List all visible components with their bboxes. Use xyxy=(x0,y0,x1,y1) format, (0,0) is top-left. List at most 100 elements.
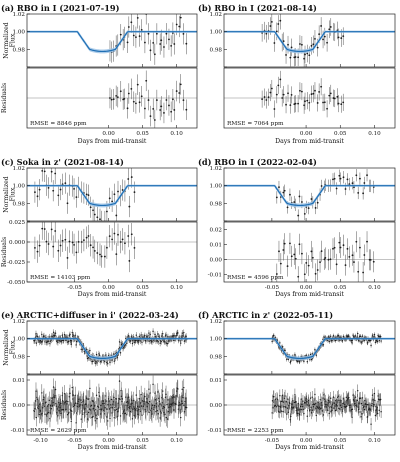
flux-point xyxy=(340,37,343,39)
flux-point xyxy=(289,193,291,196)
residual-point xyxy=(314,272,317,275)
flux-point xyxy=(47,340,50,343)
flux-point xyxy=(366,174,368,177)
flux-point xyxy=(361,341,363,343)
residual-ytick-label: 0.00 xyxy=(13,403,26,409)
flux-point xyxy=(361,335,364,337)
flux-point xyxy=(165,32,168,35)
flux-point xyxy=(75,344,77,346)
residual-ytick-label: 0.01 xyxy=(210,243,222,249)
flux-point xyxy=(334,339,337,342)
residual-point xyxy=(86,418,89,420)
flux-ytick-label: 1.00 xyxy=(13,30,26,36)
flux-point xyxy=(311,353,313,355)
residual-point xyxy=(119,415,122,417)
residual-point xyxy=(109,417,111,420)
residual-point xyxy=(313,403,316,406)
residual-point xyxy=(121,398,124,400)
flux-point xyxy=(310,44,313,47)
residual-point xyxy=(145,79,148,82)
residual-point xyxy=(47,243,50,245)
residual-point xyxy=(113,396,115,399)
flux-point xyxy=(157,341,160,343)
residual-point xyxy=(100,404,102,407)
residual-point xyxy=(312,92,315,95)
flux-point xyxy=(320,25,323,27)
residual-point xyxy=(38,244,41,247)
residual-point xyxy=(270,87,273,90)
flux-point xyxy=(96,362,98,364)
flux-point xyxy=(68,335,71,337)
flux-point xyxy=(119,33,122,36)
residual-point xyxy=(149,115,152,118)
flux-ytick-label: 1.00 xyxy=(210,184,223,190)
residual-plot-area xyxy=(27,375,197,432)
flux-point xyxy=(283,189,286,192)
flux-point xyxy=(113,353,115,355)
flux-point xyxy=(138,35,141,38)
residual-point xyxy=(181,388,183,391)
residual-point xyxy=(110,98,113,101)
residual-point xyxy=(118,397,120,400)
residual-point xyxy=(54,388,57,391)
residual-point xyxy=(133,246,136,249)
residual-point xyxy=(103,255,106,258)
flux-point xyxy=(165,342,168,344)
residual-point xyxy=(292,407,295,409)
flux-point xyxy=(340,336,342,338)
flux-point xyxy=(124,344,127,346)
residual-point xyxy=(310,93,313,96)
residual-point xyxy=(339,246,342,249)
flux-point xyxy=(118,341,121,343)
residual-point xyxy=(60,412,62,415)
flux-point xyxy=(279,19,282,22)
residual-point xyxy=(89,387,91,390)
residual-point xyxy=(329,397,332,399)
residual-point xyxy=(94,420,96,422)
residual-point xyxy=(148,388,150,390)
flux-point xyxy=(133,191,136,194)
residual-point xyxy=(136,83,139,86)
residual-point xyxy=(92,246,94,249)
flux-point xyxy=(154,336,157,338)
residual-point xyxy=(163,112,165,114)
flux-point xyxy=(163,46,165,48)
rmse-label: RMSE = 2253 ppm xyxy=(227,428,284,434)
residual-point xyxy=(282,401,285,403)
residual-point xyxy=(363,408,366,411)
residual-point xyxy=(158,397,160,400)
xtick-label: 0.10 xyxy=(368,131,381,137)
residual-point xyxy=(162,405,165,408)
flux-point xyxy=(92,360,94,363)
flux-point xyxy=(50,170,53,173)
residual-point xyxy=(314,393,316,396)
residual-point xyxy=(322,397,324,399)
flux-point xyxy=(363,182,366,184)
residual-point xyxy=(160,412,162,414)
residual-point xyxy=(341,410,344,412)
residual-point xyxy=(300,398,302,400)
residual-point xyxy=(302,400,304,402)
flux-point xyxy=(75,196,78,199)
residual-point xyxy=(179,404,181,406)
residual-point xyxy=(306,415,309,417)
residual-point xyxy=(292,400,294,402)
flux-point xyxy=(183,340,186,342)
flux-point xyxy=(138,339,140,342)
flux-point xyxy=(128,335,130,337)
residual-point xyxy=(323,101,326,104)
residual-point xyxy=(336,405,338,407)
residual-point xyxy=(353,261,355,263)
residual-point xyxy=(326,107,328,110)
residual-point xyxy=(121,238,124,241)
flux-point xyxy=(348,183,351,186)
flux-point xyxy=(135,339,137,342)
residual-point xyxy=(160,105,163,108)
flux-point xyxy=(43,170,46,173)
residual-point xyxy=(323,258,326,261)
flux-point xyxy=(178,25,181,28)
flux-point xyxy=(85,193,88,196)
residual-point xyxy=(152,383,154,386)
residual-point xyxy=(281,97,284,99)
xtick-label: 0.10 xyxy=(170,438,183,444)
